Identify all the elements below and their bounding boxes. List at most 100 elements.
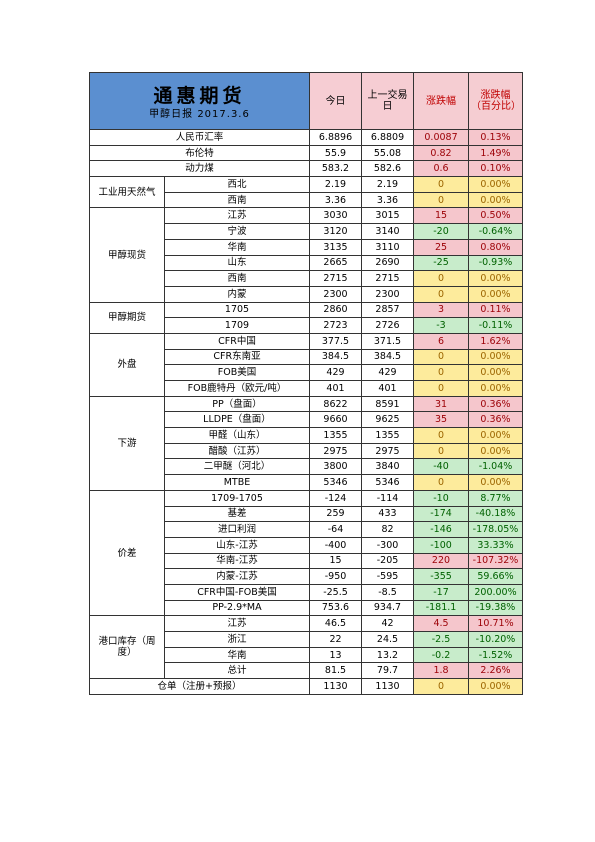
today-value: 3.36	[309, 191, 362, 209]
change-value: 0	[413, 176, 469, 193]
change-pct-value: 200.00%	[468, 583, 523, 601]
change-pct-value: 1.49%	[468, 144, 523, 162]
prev-value: 3110	[361, 238, 414, 256]
change-value: 0	[413, 427, 469, 444]
prev-value: 55.08	[361, 144, 414, 162]
change-pct-value: -0.93%	[468, 254, 523, 272]
change-value: 0	[413, 191, 469, 209]
change-pct-value: 33.33%	[468, 536, 523, 554]
change-value: 0	[413, 348, 469, 366]
row-label: 华南-江苏	[164, 552, 310, 570]
group-label: 价差	[89, 489, 165, 617]
row-label: 华南	[164, 646, 310, 664]
today-value: 3800	[309, 458, 362, 476]
table-row: 西南 2715 2715 0 0.00%	[90, 270, 523, 287]
row-label: CFR中国-FOB美国	[164, 583, 310, 601]
row-label: 1705	[164, 301, 310, 319]
change-value: -0.2	[413, 646, 469, 664]
change-value: 0	[413, 285, 469, 303]
change-pct-value: 0.00%	[468, 191, 523, 209]
prev-value: 24.5	[361, 631, 414, 648]
prev-value: 433	[361, 505, 414, 523]
change-pct-header: 涨跌幅（百分比）	[468, 72, 523, 130]
change-pct-value: 0.11%	[468, 301, 523, 319]
today-value: 8622	[309, 395, 362, 413]
table-row: 山东 2665 2690 -25 -0.93%	[90, 254, 523, 272]
row-label: 动力煤	[89, 160, 310, 178]
change-pct-value: 0.00%	[468, 348, 523, 366]
table-row: 宁波 3120 3140 -20 -0.64%	[90, 223, 523, 240]
today-value: 55.9	[309, 144, 362, 162]
prev-value: 934.7	[361, 599, 414, 617]
today-value: -124	[309, 489, 362, 507]
change-value: -146	[413, 521, 469, 538]
change-pct-value: -0.11%	[468, 317, 523, 334]
prev-value: 82	[361, 521, 414, 538]
prev-value: 3840	[361, 458, 414, 476]
prev-value: 582.6	[361, 160, 414, 178]
change-value: 0.82	[413, 144, 469, 162]
today-value: 2860	[309, 301, 362, 319]
today-value: 753.6	[309, 599, 362, 617]
today-value: 401	[309, 380, 362, 397]
table-row: 醋酸（江苏） 2975 2975 0 0.00%	[90, 442, 523, 460]
table-row: 仓单（注册+预报） 1130 1130 0 0.00%	[89, 678, 523, 695]
change-value: -25	[413, 254, 469, 272]
today-value: 2300	[309, 285, 362, 303]
change-pct-value: 0.00%	[468, 442, 523, 460]
prev-value: 6.8809	[361, 129, 414, 146]
today-value: -400	[309, 536, 362, 554]
prev-value: 13.2	[361, 646, 414, 664]
methanol-daily-table: 通惠期货 甲醇日报 2017.3.6 今日 上一交易日 涨跌幅 涨跌幅（百分比）…	[89, 72, 523, 695]
prev-value: 79.7	[361, 662, 414, 680]
row-label: CFR东南亚	[164, 348, 310, 366]
table-row: 价差 1709-1705 -124 -114 -10 8.77%	[89, 489, 523, 617]
report-subtitle: 甲醇日报 2017.3.6	[149, 108, 250, 120]
prev-value: 401	[361, 380, 414, 397]
prev-value: 3015	[361, 207, 414, 225]
change-pct-value: 0.80%	[468, 238, 523, 256]
row-label: 人民币汇率	[89, 129, 310, 146]
change-header: 涨跌幅	[413, 72, 469, 130]
change-pct-value: 0.00%	[468, 474, 523, 491]
prev-value: 1130	[361, 678, 414, 695]
change-pct-value: 0.00%	[468, 285, 523, 303]
change-pct-value: 2.26%	[468, 662, 523, 680]
prev-value: -114	[361, 489, 414, 507]
prev-value: 3140	[361, 223, 414, 240]
today-value: 9660	[309, 411, 362, 429]
change-value: -3	[413, 317, 469, 334]
table-row: 内蒙-江苏 -950 -595 -355 59.66%	[90, 568, 523, 585]
today-value: 6.8896	[309, 129, 362, 146]
change-value: 0	[413, 474, 469, 491]
today-value: 81.5	[309, 662, 362, 680]
today-value: 1355	[309, 427, 362, 444]
change-value: 31	[413, 395, 469, 413]
change-value: 0	[413, 442, 469, 460]
table-row: PP-2.9*MA 753.6 934.7 -181.1 -19.38%	[90, 599, 523, 617]
prev-value: -595	[361, 568, 414, 585]
change-value: -174	[413, 505, 469, 523]
change-pct-value: 0.00%	[468, 176, 523, 193]
today-value: -25.5	[309, 583, 362, 601]
row-label: 宁波	[164, 223, 310, 240]
today-value: 3030	[309, 207, 362, 225]
change-pct-value: 0.50%	[468, 207, 523, 225]
row-label: 内蒙	[164, 285, 310, 303]
change-pct-value: 0.10%	[468, 160, 523, 178]
change-value: 1.8	[413, 662, 469, 680]
row-label: 浙江	[164, 631, 310, 648]
change-pct-value: -19.38%	[468, 599, 523, 617]
table-row: LLDPE（盘面） 9660 9625 35 0.36%	[90, 411, 523, 429]
today-value: 384.5	[309, 348, 362, 366]
row-label: LLDPE（盘面）	[164, 411, 310, 429]
row-label: PP-2.9*MA	[164, 599, 310, 617]
change-value: 4.5	[413, 615, 469, 632]
change-value: 0.0087	[413, 129, 469, 146]
table-row: 甲醛（山东） 1355 1355 0 0.00%	[90, 427, 523, 444]
change-value: 0	[413, 270, 469, 287]
table-row: 基差 259 433 -174 -40.18%	[90, 505, 523, 523]
table-row: 华南-江苏 15 -205 220 -107.32%	[90, 552, 523, 570]
change-value: 6	[413, 332, 469, 350]
today-value: 22	[309, 631, 362, 648]
